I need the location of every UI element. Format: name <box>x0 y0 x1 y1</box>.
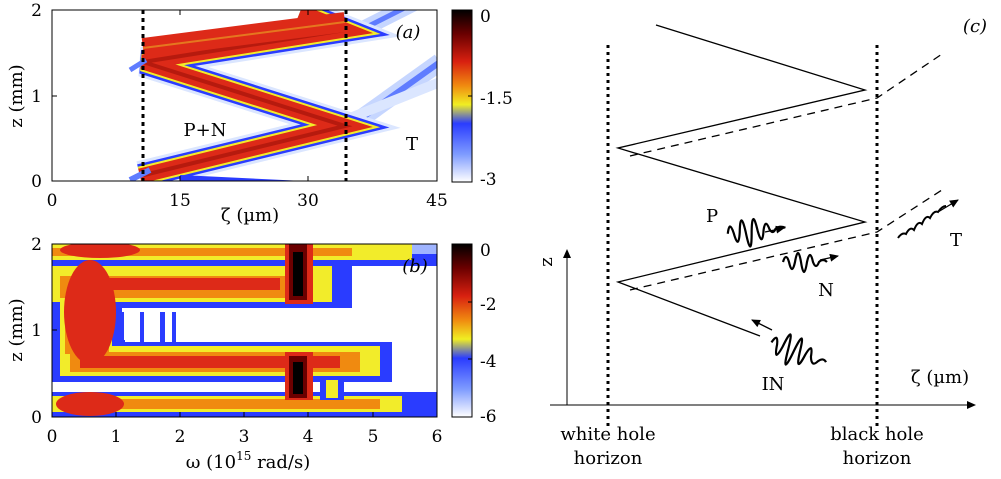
panel-c-zeta-label: ζ (µm) <box>911 367 969 388</box>
panel-c-label-t: T <box>950 230 962 251</box>
panel-a-ytick: 1 <box>31 87 42 107</box>
panel-c-tag: (c) <box>963 16 987 37</box>
panel-c-dashed-upper <box>629 51 946 157</box>
panel-a-xtick: 15 <box>169 191 191 211</box>
panel-c-black-hole-label: horizon <box>843 448 912 469</box>
panel-a-tag: (a) <box>396 22 421 43</box>
panel-a-ytick: 0 <box>31 172 42 192</box>
panel-a-label-t: T <box>406 134 418 155</box>
panel-c-white-hole-label: white hole <box>560 424 655 445</box>
panel-a: 0 15 30 45 0 1 2 ζ (µm) z (mm) (a) P+N T… <box>6 1 513 226</box>
panel-c-packet-t <box>897 199 959 239</box>
panel-c-label-p: P <box>706 206 718 227</box>
panel-b-colorbar <box>451 243 473 418</box>
panel-c-label-n: N <box>818 280 834 301</box>
panel-b: 0 1 2 3 4 5 6 0 1 2 ω (1015 rad/s) z (mm… <box>6 235 497 473</box>
panel-b-ytick: 2 <box>31 235 42 255</box>
panel-c-label-in: IN <box>762 374 785 395</box>
panel-c-trajectory <box>615 24 868 337</box>
panel-a-cbar-tick: 0 <box>480 7 491 27</box>
panel-b-ytick: 1 <box>31 321 42 341</box>
panel-b-tick-marks <box>52 329 374 417</box>
panel-c: (c) z ζ (µm) white hole horizon black ho… <box>536 16 987 469</box>
panel-b-heatmap <box>52 244 437 417</box>
panel-a-xlabel: ζ (µm) <box>221 205 279 226</box>
panel-b-ytick: 0 <box>31 408 42 428</box>
panel-c-white-hole-label: horizon <box>574 448 643 469</box>
panel-b-cbar-tick: -2 <box>480 295 497 315</box>
panel-c-packet-n <box>781 251 839 274</box>
panel-c-packet-p <box>726 217 786 248</box>
panel-b-colorbar-ticks <box>468 301 472 360</box>
panel-c-z-label: z <box>536 257 557 266</box>
panel-b-xtick: 5 <box>368 427 379 447</box>
panel-a-tick-marks <box>52 10 309 181</box>
panel-b-cbar-tick: 0 <box>480 241 491 261</box>
panel-a-ylabel: z (mm) <box>6 64 27 127</box>
panel-a-xtick: 0 <box>47 191 58 211</box>
panel-b-xtick: 1 <box>111 427 122 447</box>
panel-b-cbar-tick: -4 <box>480 352 497 372</box>
panel-a-ytick: 2 <box>31 1 42 21</box>
panel-c-black-hole-label: black hole <box>830 424 924 445</box>
panel-b-xtick: 0 <box>47 427 58 447</box>
panel-b-tag: (b) <box>402 256 428 277</box>
panel-a-xtick: 30 <box>297 191 319 211</box>
panel-b-xtick: 2 <box>175 427 186 447</box>
panel-c-dashed-lower <box>629 187 946 291</box>
panel-b-cbar-tick: -6 <box>480 407 497 427</box>
panel-b-xlabel: ω (1015 rad/s) <box>186 449 311 473</box>
panel-b-xtick: 3 <box>239 427 250 447</box>
panel-b-xtick: 6 <box>432 427 443 447</box>
panel-c-packet-in <box>751 319 827 366</box>
panel-a-label-pn: P+N <box>184 120 227 141</box>
panel-a-xtick: 45 <box>426 191 448 211</box>
panel-b-ylabel: z (mm) <box>6 298 27 361</box>
panel-b-xtick: 4 <box>303 427 314 447</box>
panel-a-cbar-tick: -3 <box>480 170 497 190</box>
panel-a-cbar-tick: -1.5 <box>480 89 513 109</box>
